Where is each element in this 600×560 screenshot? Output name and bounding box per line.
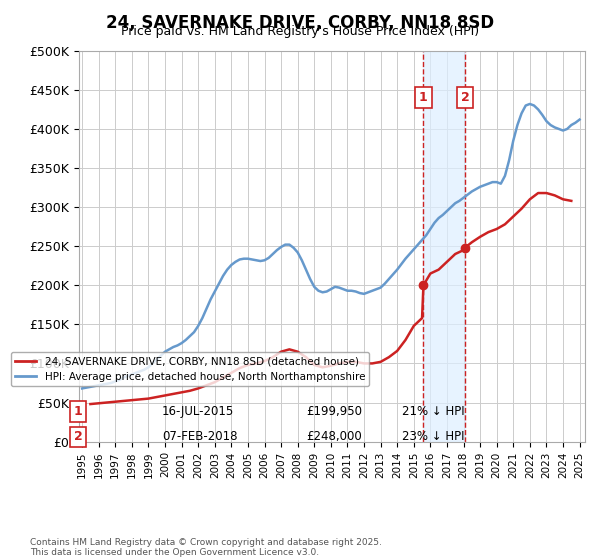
Text: 1: 1 bbox=[419, 91, 428, 104]
Text: 2: 2 bbox=[461, 91, 469, 104]
Text: 21% ↓ HPI: 21% ↓ HPI bbox=[402, 405, 464, 418]
Bar bbox=[424, 51, 465, 442]
Text: 24, SAVERNAKE DRIVE, CORBY, NN18 8SD: 24, SAVERNAKE DRIVE, CORBY, NN18 8SD bbox=[106, 14, 494, 32]
Text: Contains HM Land Registry data © Crown copyright and database right 2025.
This d: Contains HM Land Registry data © Crown c… bbox=[30, 538, 382, 557]
Text: 23% ↓ HPI: 23% ↓ HPI bbox=[402, 430, 464, 444]
Text: 16-JUL-2015: 16-JUL-2015 bbox=[162, 405, 234, 418]
Legend: 24, SAVERNAKE DRIVE, CORBY, NN18 8SD (detached house), HPI: Average price, detac: 24, SAVERNAKE DRIVE, CORBY, NN18 8SD (de… bbox=[11, 352, 369, 386]
Text: £199,950: £199,950 bbox=[306, 405, 362, 418]
Text: 1: 1 bbox=[74, 405, 82, 418]
Text: 07-FEB-2018: 07-FEB-2018 bbox=[162, 430, 238, 444]
Text: 2: 2 bbox=[74, 430, 82, 444]
Text: Price paid vs. HM Land Registry's House Price Index (HPI): Price paid vs. HM Land Registry's House … bbox=[121, 25, 479, 38]
Text: £248,000: £248,000 bbox=[306, 430, 362, 444]
